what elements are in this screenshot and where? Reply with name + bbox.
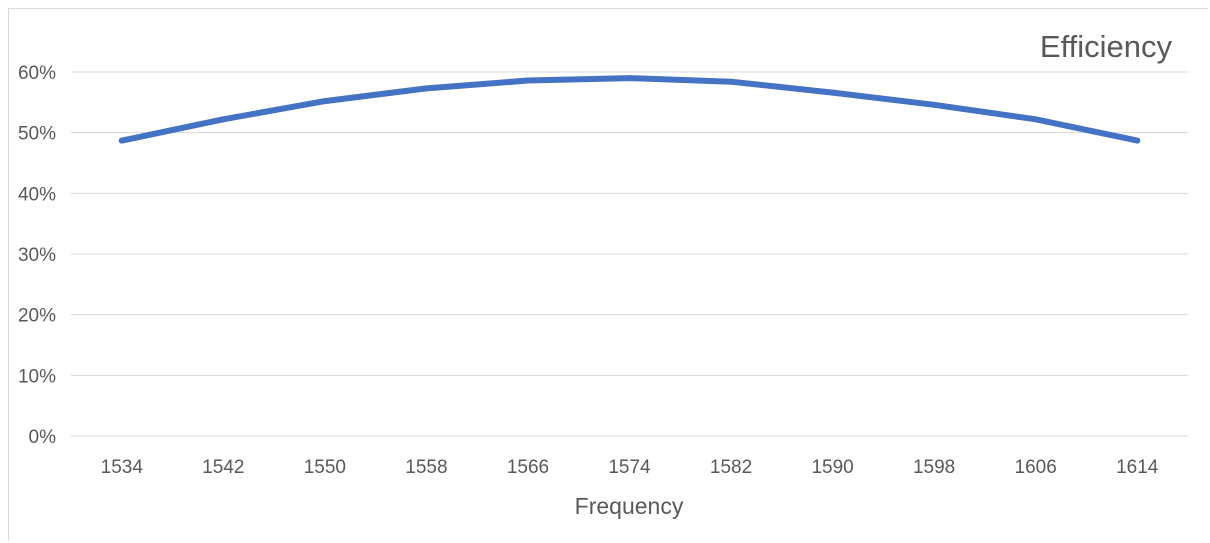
data-point [829,89,836,96]
y-tick-label: 60% [18,63,56,84]
y-tick-label: 50% [18,124,56,145]
data-point [1032,116,1039,123]
data-point [524,77,531,84]
chart-title: Efficiency [1040,29,1173,64]
data-point [728,78,735,85]
x-axis-title: Frequency [575,493,684,519]
x-tick-label: 1574 [608,457,651,478]
x-tick-label: 1550 [304,457,346,478]
data-point [1134,137,1141,144]
x-tick-label: 1590 [811,457,853,478]
x-tick-label: 1582 [710,457,752,478]
y-tick-label: 0% [29,427,57,448]
x-tick-label: 1558 [405,457,447,478]
series-group [118,75,1141,144]
x-axis-tick-labels: 1534 1542 1550 1558 1566 1574 1582 1590 1598 1606… [101,457,1159,478]
x-tick-label: 1614 [1116,457,1159,478]
y-tick-label: 30% [18,245,56,266]
data-point [321,98,328,105]
data-point [220,116,227,123]
y-tick-label: 10% [18,366,56,387]
data-point [423,85,430,92]
x-tick-label: 1566 [507,457,549,478]
series-line [118,75,1141,144]
data-point [931,101,938,108]
gridlines [71,71,1188,437]
y-axis-tick-labels: 0% 10% 20% 30% 40% 50% 60% [18,63,56,448]
x-tick-label: 1598 [913,457,955,478]
chart-frame [8,8,1208,541]
data-point [118,137,125,144]
y-tick-label: 20% [18,306,56,327]
data-point [626,75,633,82]
x-tick-label: 1606 [1015,457,1057,478]
x-tick-label: 1534 [101,457,144,478]
x-tick-label: 1542 [202,457,244,478]
y-tick-label: 40% [18,184,56,205]
